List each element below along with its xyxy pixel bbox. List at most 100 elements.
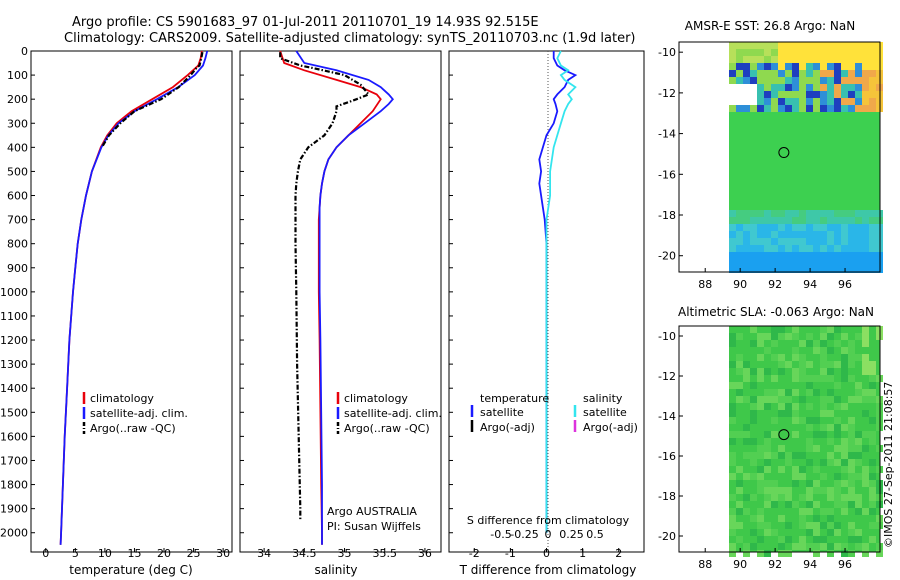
sla-cell xyxy=(799,368,806,375)
sst-cell xyxy=(736,224,743,231)
sla-cell xyxy=(750,543,757,550)
sst-cell xyxy=(855,266,862,273)
sla-cell xyxy=(764,396,771,403)
sla-cell xyxy=(750,368,757,375)
sla-cell xyxy=(841,508,848,515)
x-tick-label: 20 xyxy=(157,547,171,560)
sla-cell xyxy=(855,494,862,501)
sla-cell xyxy=(757,333,764,340)
sla-cell xyxy=(764,368,771,375)
sla-cell xyxy=(848,438,855,445)
sla-cell xyxy=(806,480,813,487)
sla-cell xyxy=(729,473,736,480)
sst-cell xyxy=(743,105,750,112)
sst-cell xyxy=(848,91,855,98)
sst-cell xyxy=(764,77,771,84)
sst-cell xyxy=(827,49,834,56)
sla-cell xyxy=(869,361,876,368)
sst-cell xyxy=(729,245,736,252)
sla-cell xyxy=(729,529,736,536)
sst-cell xyxy=(743,252,750,259)
sst-cell xyxy=(743,77,750,84)
sst-cell xyxy=(750,238,757,245)
sla-cell xyxy=(743,508,750,515)
sla-cell xyxy=(771,494,778,501)
sla-cell xyxy=(778,354,785,361)
sla-cell xyxy=(764,438,771,445)
sla-cell xyxy=(792,543,799,550)
sst-cell xyxy=(729,105,736,112)
sst-cell xyxy=(862,105,869,112)
sst-cell xyxy=(834,245,841,252)
sst-cell xyxy=(750,224,757,231)
sla-cell xyxy=(869,368,876,375)
sst-cell xyxy=(743,210,750,217)
sst-cell xyxy=(757,217,764,224)
sla-cell xyxy=(834,494,841,501)
y-tick-label: 1300 xyxy=(0,358,28,371)
sst-cell xyxy=(813,266,820,273)
sst-cell xyxy=(869,84,876,91)
sla-cell xyxy=(757,515,764,522)
sla-cell xyxy=(841,424,848,431)
sla-cell xyxy=(834,326,841,333)
sst-cell xyxy=(869,98,876,105)
sla-cell xyxy=(813,550,820,557)
map-x-tick-label: 88 xyxy=(698,278,712,291)
sla-cell xyxy=(855,501,862,508)
sla-cell xyxy=(750,494,757,501)
sla-cell xyxy=(778,487,785,494)
sla-cell xyxy=(792,452,799,459)
sla-cell xyxy=(841,550,848,557)
sla-cell xyxy=(792,417,799,424)
sla-cell xyxy=(869,480,876,487)
sla-cell xyxy=(729,361,736,368)
sla-cell xyxy=(848,529,855,536)
map-y-tick-label: -12 xyxy=(658,370,676,383)
sst-cell xyxy=(792,56,799,63)
sst-cell xyxy=(792,70,799,77)
sst-cell xyxy=(806,84,813,91)
sla-cell xyxy=(792,501,799,508)
sst-cell xyxy=(848,77,855,84)
sla-cell xyxy=(736,466,743,473)
sla-cell xyxy=(813,501,820,508)
sla-cell xyxy=(834,396,841,403)
sst-cell xyxy=(848,84,855,91)
sla-cell xyxy=(750,459,757,466)
sla-cell xyxy=(869,459,876,466)
x-tick-label: 2 xyxy=(615,547,622,560)
sla-cell xyxy=(729,431,736,438)
map-x-tick-label: 92 xyxy=(768,558,782,571)
map-y-tick-label: -10 xyxy=(658,330,676,343)
sst-cell xyxy=(834,105,841,112)
sla-cell xyxy=(848,536,855,543)
sla-cell xyxy=(869,438,876,445)
sla-cell xyxy=(729,417,736,424)
sst-cell xyxy=(750,84,757,91)
map-x-tick-label: 94 xyxy=(803,278,817,291)
sla-cell xyxy=(862,333,869,340)
sla-cell xyxy=(820,522,827,529)
sst-cell xyxy=(834,231,841,238)
sst-cell xyxy=(729,63,736,70)
sst-cell xyxy=(806,259,813,266)
sst-cell xyxy=(848,105,855,112)
sst-cell xyxy=(820,266,827,273)
sst-cell xyxy=(855,42,862,49)
sla-cell xyxy=(771,354,778,361)
sst-cell xyxy=(778,98,785,105)
sla-cell xyxy=(848,494,855,501)
sla-cell xyxy=(806,494,813,501)
sla-cell xyxy=(771,529,778,536)
sla-cell xyxy=(792,375,799,382)
x2-tick-label: 0.5 xyxy=(586,528,604,541)
sst-cell xyxy=(841,70,848,77)
sst-cell xyxy=(736,70,743,77)
sst-cell xyxy=(813,98,820,105)
sla-cell xyxy=(785,333,792,340)
sst-cell xyxy=(813,252,820,259)
x-tick-label: 36 xyxy=(418,547,432,560)
sst-cell xyxy=(743,84,750,91)
sla-cell xyxy=(834,522,841,529)
